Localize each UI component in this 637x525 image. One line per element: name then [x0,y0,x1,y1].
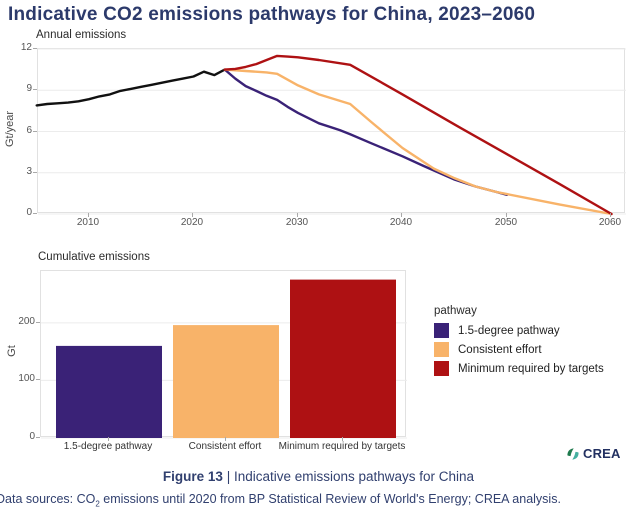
cumulative-xtickmark-1 [108,437,109,441]
cumulative-ytick-100: 100 [18,373,35,384]
line-series-1-5-degree-pathway [223,68,509,197]
legend-swatch-icon [434,323,449,338]
annual-emissions-lines [35,48,626,216]
annual-xtick-2060: 2060 [598,217,622,228]
legend-item-3: Minimum required by targets [434,361,604,376]
legend-item-label: Minimum required by targets [458,362,604,375]
figure-caption-label: Figure 13 [162,469,223,484]
cumulative-emissions-plot [40,270,407,439]
annual-ytickmark-0 [33,213,37,214]
cumulative-emissions-bars [41,279,407,439]
annual-ytickmark-6 [33,131,37,132]
legend-rows: 1.5-degree pathway Consistent effort Minim… [434,323,604,376]
cumulative-xtickmark-2 [225,437,226,441]
data-sources-note: Data sources: CO2 emissions until 2020 f… [0,492,561,509]
legend-swatch-icon [434,342,449,357]
annual-xtickmark-2060 [610,213,611,217]
annual-ytick-6: 6 [26,125,32,136]
source-subscript: 2 [95,499,100,509]
annual-xtick-2020: 2020 [180,217,204,228]
cumulative-chart-subtitle: Cumulative emissions [38,251,150,263]
legend-item-2: Consistent effort [434,342,604,357]
figure-caption: Figure 13 | Indicative emissions pathway… [0,469,637,484]
annual-ytickmark-9 [33,89,37,90]
annual-ytickmark-12 [33,48,37,49]
annual-xtick-2040: 2040 [389,217,413,228]
figure-caption-text: Indicative emissions pathways for China [233,469,475,484]
annual-xtickmark-2030 [297,213,298,217]
annual-emissions-plot [35,48,626,216]
annual-xtickmark-2050 [506,213,507,217]
cumulative-ytick-0: 0 [29,431,35,442]
cumulative-ytick-200: 200 [18,316,35,327]
crea-logo-text: CREA [583,446,621,461]
legend-title: pathway [434,305,477,317]
cumulative-xlabel-1: 1.5-degree pathway [63,441,153,452]
cumulative-ytickmark-0 [36,437,40,438]
cumulative-xlabel-2: Consistent effort [188,441,262,452]
line-series-minimum-required-by-targets [223,54,613,216]
line-series-consistent-effort [223,68,613,216]
annual-xtickmark-2040 [401,213,402,217]
cumulative-ytickmark-100 [36,379,40,380]
legend-item-label: 1.5-degree pathway [458,324,560,337]
cumulative-xtickmark-3 [342,437,343,441]
legend-swatch-icon [434,361,449,376]
annual-ytick-0: 0 [26,207,32,218]
annual-ytick-9: 9 [26,83,32,94]
crea-swirl-icon [567,447,579,460]
bar-minimum-required-by-targets [290,279,396,438]
bar-1-5-degree-pathway [56,345,162,438]
annual-xtickmark-2020 [192,213,193,217]
bar-consistent-effort [173,325,279,438]
annual-ytick-12: 12 [20,42,32,53]
pathway-legend: pathway 1.5-degree pathway Consistent eff… [434,305,604,380]
source-text: emissions until 2020 from BP Statistical… [99,492,561,506]
annual-xtick-2010: 2010 [76,217,100,228]
page-title: Indicative CO2 emissions pathways for Ch… [8,4,536,25]
annual-ytick-3: 3 [26,166,32,177]
annual-xtickmark-2010 [88,213,89,217]
annual-xtick-2030: 2030 [285,217,309,228]
legend-item-label: Consistent effort [458,343,542,356]
annual-ytickmark-3 [33,172,37,173]
legend-item-1: 1.5-degree pathway [434,323,604,338]
annual-xtick-2050: 2050 [494,217,518,228]
source-prefix: Data sources: CO [0,492,96,506]
cumulative-ytickmark-200 [36,322,40,323]
line-series-historical [35,68,227,107]
figure-caption-separator: | [222,469,234,484]
crea-logo: CREA [566,446,621,461]
cumulative-xlabel-3: Minimum required by targets [278,441,406,452]
annual-chart-subtitle: Annual emissions [36,29,127,41]
